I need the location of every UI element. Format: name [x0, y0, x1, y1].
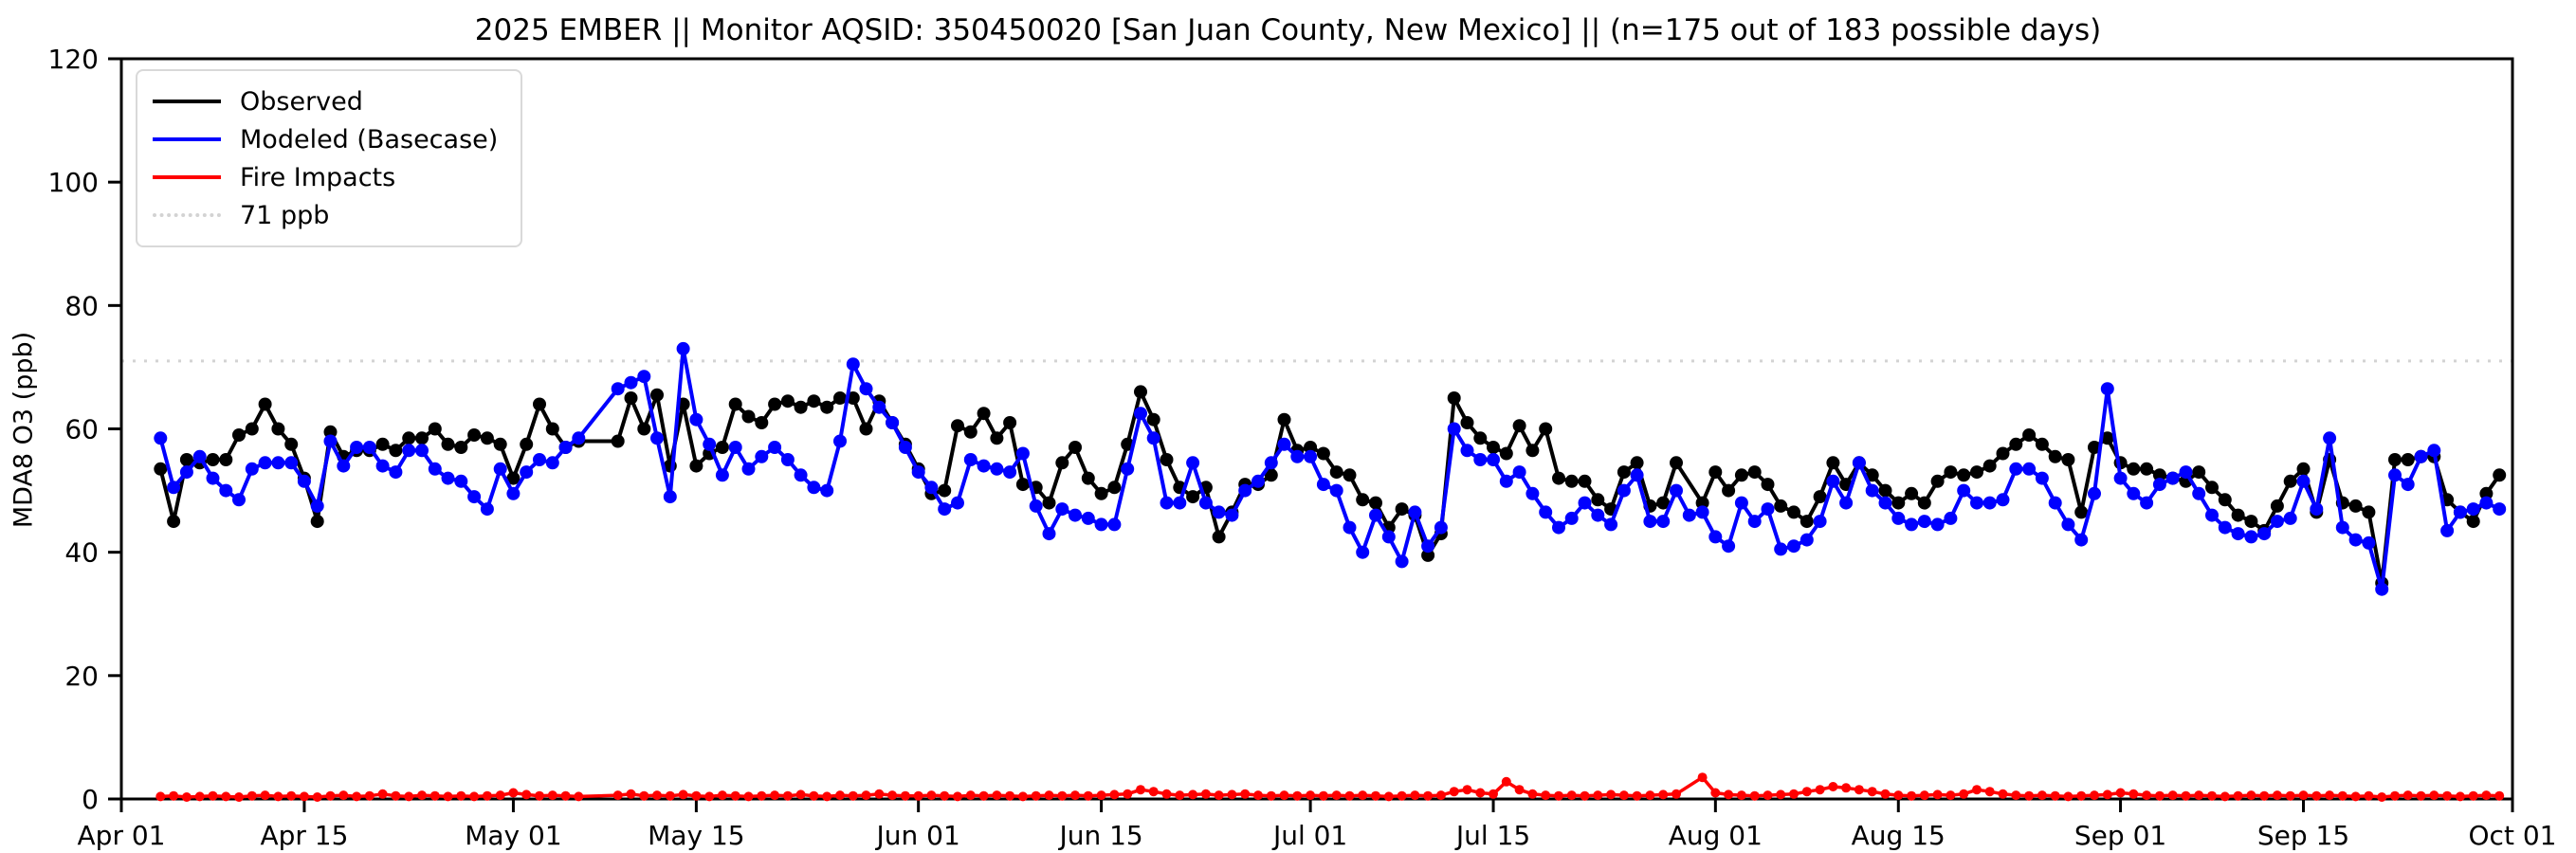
svg-text:40: 40 — [64, 537, 99, 569]
svg-text:Jun 15: Jun 15 — [1057, 820, 1142, 851]
chart-title: 2025 EMBER || Monitor AQSID: 350450020 [… — [474, 13, 2102, 47]
svg-text:Sep 15: Sep 15 — [2257, 820, 2349, 851]
svg-text:20: 20 — [64, 661, 99, 692]
svg-text:May 15: May 15 — [648, 820, 744, 851]
legend-item-fire: Fire Impacts — [153, 158, 498, 196]
legend-item-threshold: 71 ppb — [153, 196, 498, 234]
legend-item-observed: Observed — [153, 82, 498, 120]
fire-impacts-line — [155, 772, 2505, 802]
svg-text:60: 60 — [64, 414, 99, 445]
legend-label: Observed — [240, 86, 363, 117]
svg-text:100: 100 — [48, 167, 99, 198]
axes: 0 20 40 60 80 100 120 Apr 01 Apr 15 May 01 May 15 J… — [48, 44, 2557, 851]
legend-label: Modeled (Basecase) — [240, 124, 499, 154]
threshold-line-swatch — [153, 213, 221, 217]
svg-text:Jul 01: Jul 01 — [1271, 820, 1347, 851]
svg-text:Aug 01: Aug 01 — [1669, 820, 1763, 851]
svg-text:Sep 01: Sep 01 — [2074, 820, 2166, 851]
modeled-line — [154, 341, 2507, 596]
modeled-line-swatch — [153, 137, 221, 141]
observed-line-swatch — [153, 100, 221, 103]
fire-impacts-line-swatch — [153, 175, 221, 179]
svg-text:Jul 15: Jul 15 — [1454, 820, 1530, 851]
svg-text:120: 120 — [48, 44, 99, 75]
svg-text:Jun 01: Jun 01 — [875, 820, 960, 851]
legend: Observed Modeled (Basecase) Fire Impacts… — [136, 69, 523, 247]
svg-text:80: 80 — [64, 290, 99, 321]
svg-text:Aug 15: Aug 15 — [1852, 820, 1946, 851]
svg-text:0: 0 — [82, 784, 99, 815]
svg-text:Apr 01: Apr 01 — [78, 820, 166, 851]
svg-text:Apr 15: Apr 15 — [260, 820, 348, 851]
svg-text:Oct 01: Oct 01 — [2469, 820, 2557, 851]
legend-item-modeled: Modeled (Basecase) — [153, 120, 498, 158]
legend-label: 71 ppb — [240, 200, 330, 230]
legend-label: Fire Impacts — [240, 162, 396, 192]
svg-text:May 01: May 01 — [465, 820, 561, 851]
